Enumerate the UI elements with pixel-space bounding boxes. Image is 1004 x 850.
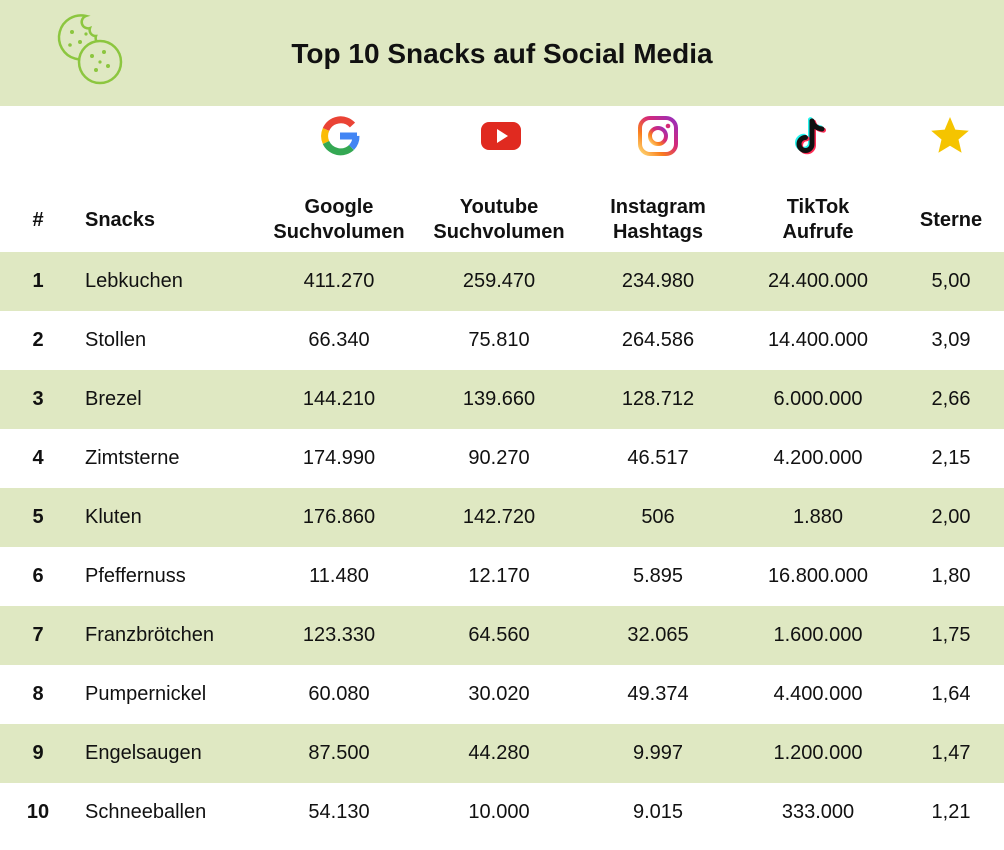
table-row: 9 Engelsaugen 87.500 44.280 9.997 1.200.… bbox=[0, 724, 1004, 783]
cookie-logo bbox=[57, 14, 123, 85]
table-row: 2 Stollen 66.340 75.810 264.586 14.400.0… bbox=[0, 311, 1004, 370]
instagram-cell: 9.015 bbox=[632, 801, 684, 823]
youtube-cell: 259.470 bbox=[462, 270, 536, 292]
table-row: 6 Pfeffernuss 11.480 12.170 5.895 16.800… bbox=[0, 547, 1004, 606]
youtube-cell: 139.660 bbox=[462, 388, 536, 410]
google-icon bbox=[321, 116, 360, 156]
instagram-cell: 128.712 bbox=[621, 388, 695, 410]
rank-cell: 1 bbox=[32, 270, 44, 292]
tiktok-cell: 14.400.000 bbox=[767, 329, 869, 351]
table-row: 5 Kluten 176.860 142.720 506 1.880 2,00 bbox=[0, 488, 1004, 547]
star-icon bbox=[931, 117, 969, 153]
page-title: Top 10 Snacks auf Social Media bbox=[291, 38, 713, 69]
stars-cell: 1,21 bbox=[931, 801, 971, 823]
header-google: Google Suchvolumen bbox=[273, 196, 405, 243]
stars-cell: 2,00 bbox=[931, 506, 971, 528]
table-row: 10 Schneeballen 54.130 10.000 9.015 333.… bbox=[0, 783, 1004, 842]
header-tiktok: TikTok Aufrufe bbox=[782, 196, 854, 243]
rank-cell: 10 bbox=[26, 801, 50, 823]
snack-cell: Engelsaugen bbox=[85, 742, 202, 764]
table-row: 7 Franzbrötchen 123.330 64.560 32.065 1.… bbox=[0, 606, 1004, 665]
instagram-cell: 46.517 bbox=[627, 447, 689, 469]
stars-cell: 3,09 bbox=[931, 329, 971, 351]
header-stars: Sterne bbox=[919, 208, 983, 231]
snack-cell: Stollen bbox=[85, 329, 147, 351]
google-cell: 87.500 bbox=[308, 742, 370, 764]
header-snacks: Snacks bbox=[85, 208, 156, 231]
rank-cell: 2 bbox=[32, 329, 44, 351]
instagram-cell: 234.980 bbox=[621, 270, 695, 292]
table-row: 8 Pumpernickel 60.080 30.020 49.374 4.40… bbox=[0, 665, 1004, 724]
google-cell: 144.210 bbox=[302, 388, 376, 410]
instagram-cell: 506 bbox=[641, 506, 675, 528]
youtube-icon bbox=[481, 122, 521, 150]
tiktok-cell: 333.000 bbox=[781, 801, 855, 823]
snack-cell: Lebkuchen bbox=[85, 270, 183, 292]
instagram-cell: 32.065 bbox=[627, 624, 689, 646]
rank-cell: 4 bbox=[32, 447, 44, 469]
instagram-cell: 5.895 bbox=[632, 565, 684, 587]
tiktok-cell: 24.400.000 bbox=[767, 270, 869, 292]
youtube-cell: 90.270 bbox=[468, 447, 530, 469]
google-cell: 123.330 bbox=[302, 624, 376, 646]
youtube-cell: 30.020 bbox=[468, 683, 530, 705]
google-cell: 411.270 bbox=[303, 270, 375, 292]
youtube-cell: 44.280 bbox=[468, 742, 530, 764]
youtube-cell: 64.560 bbox=[468, 624, 530, 646]
youtube-cell: 12.170 bbox=[468, 565, 530, 587]
google-cell: 54.130 bbox=[308, 801, 370, 823]
stars-cell: 1,64 bbox=[931, 683, 971, 705]
tiktok-cell: 16.800.000 bbox=[767, 565, 869, 587]
rank-cell: 6 bbox=[32, 565, 44, 587]
stars-cell: 5,00 bbox=[931, 270, 971, 292]
google-cell: 11.480 bbox=[309, 565, 369, 587]
instagram-cell: 9.997 bbox=[632, 742, 684, 764]
rank-cell: 7 bbox=[32, 624, 44, 646]
table-body: 1 Lebkuchen 411.270 259.470 234.980 24.4… bbox=[0, 252, 1004, 842]
tiktok-cell: 1.880 bbox=[792, 506, 844, 528]
table-header: # Snacks Google Suchvolumen Youtube Suchvo… bbox=[0, 188, 1004, 252]
rank-cell: 5 bbox=[32, 506, 44, 528]
rank-cell: 8 bbox=[32, 683, 44, 705]
stars-cell: 2,66 bbox=[931, 388, 971, 410]
youtube-cell: 142.720 bbox=[462, 506, 536, 528]
header-instagram: Instagram Hashtags bbox=[610, 196, 706, 243]
google-cell: 176.860 bbox=[302, 506, 376, 528]
tiktok-cell: 4.400.000 bbox=[773, 683, 863, 705]
tiktok-cell: 1.200.000 bbox=[773, 742, 863, 764]
stars-cell: 2,15 bbox=[931, 447, 971, 469]
snack-cell: Franzbrötchen bbox=[85, 624, 214, 646]
youtube-cell: 10.000 bbox=[468, 801, 530, 823]
table-row: 3 Brezel 144.210 139.660 128.712 6.000.0… bbox=[0, 370, 1004, 429]
rank-cell: 3 bbox=[32, 388, 44, 410]
tiktok-cell: 4.200.000 bbox=[773, 447, 863, 469]
google-cell: 60.080 bbox=[308, 683, 370, 705]
rank-cell: 9 bbox=[32, 742, 44, 764]
header-rank: # bbox=[32, 208, 44, 231]
stars-cell: 1,75 bbox=[931, 624, 971, 646]
google-cell: 66.340 bbox=[308, 329, 370, 351]
tiktok-cell: 6.000.000 bbox=[773, 388, 863, 410]
instagram-cell: 49.374 bbox=[627, 683, 689, 705]
google-cell: 174.990 bbox=[302, 447, 376, 469]
tiktok-icon bbox=[795, 117, 826, 155]
snack-cell: Zimtsterne bbox=[85, 447, 180, 469]
title-banner: Top 10 Snacks auf Social Media bbox=[0, 0, 1004, 106]
stars-cell: 1,80 bbox=[931, 565, 971, 587]
header-youtube: Youtube Suchvolumen bbox=[433, 196, 565, 243]
snack-cell: Pumpernickel bbox=[85, 683, 207, 705]
table-row: 4 Zimtsterne 174.990 90.270 46.517 4.200… bbox=[0, 429, 1004, 488]
instagram-cell: 264.586 bbox=[621, 329, 695, 351]
table-row: 1 Lebkuchen 411.270 259.470 234.980 24.4… bbox=[0, 252, 1004, 311]
snack-cell: Brezel bbox=[85, 388, 142, 410]
instagram-icon bbox=[638, 116, 678, 156]
snack-cell: Kluten bbox=[85, 506, 142, 528]
snack-cell: Pfeffernuss bbox=[85, 565, 186, 587]
tiktok-cell: 1.600.000 bbox=[773, 624, 863, 646]
youtube-cell: 75.810 bbox=[468, 329, 530, 351]
snack-cell: Schneeballen bbox=[85, 801, 207, 823]
stars-cell: 1,47 bbox=[931, 742, 971, 764]
